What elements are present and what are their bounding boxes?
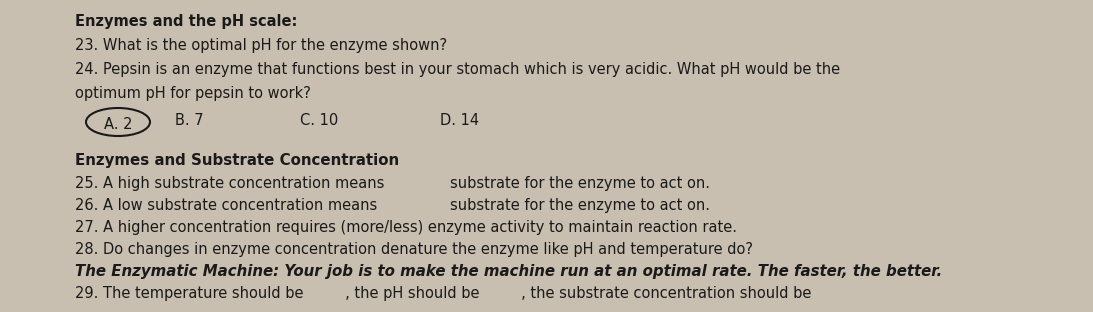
Text: 26. A low substrate concentration means: 26. A low substrate concentration means (75, 198, 377, 213)
Text: B. 7: B. 7 (175, 113, 203, 128)
Text: substrate for the enzyme to act on.: substrate for the enzyme to act on. (450, 176, 710, 191)
Text: Enzymes and Substrate Concentration: Enzymes and Substrate Concentration (75, 153, 399, 168)
Text: substrate for the enzyme to act on.: substrate for the enzyme to act on. (450, 198, 710, 213)
Text: 23. What is the optimal pH for the enzyme shown?: 23. What is the optimal pH for the enzym… (75, 38, 447, 53)
Text: C. 10: C. 10 (299, 113, 338, 128)
Text: The Enzymatic Machine: Your job is to make the machine run at an optimal rate. T: The Enzymatic Machine: Your job is to ma… (75, 264, 942, 279)
Text: Enzymes and the pH scale:: Enzymes and the pH scale: (75, 14, 297, 29)
Text: 27. A higher concentration requires (more/less) enzyme activity to maintain reac: 27. A higher concentration requires (mor… (75, 220, 737, 235)
Text: A. 2: A. 2 (104, 117, 132, 132)
Text: 25. A high substrate concentration means: 25. A high substrate concentration means (75, 176, 385, 191)
Text: D. 14: D. 14 (440, 113, 479, 128)
Text: optimum pH for pepsin to work?: optimum pH for pepsin to work? (75, 86, 310, 101)
Text: 24. Pepsin is an enzyme that functions best in your stomach which is very acidic: 24. Pepsin is an enzyme that functions b… (75, 62, 841, 77)
Text: 29. The temperature should be         , the pH should be         , the substrate: 29. The temperature should be , the pH s… (75, 286, 811, 301)
Text: 28. Do changes in enzyme concentration denature the enzyme like pH and temperatu: 28. Do changes in enzyme concentration d… (75, 242, 753, 257)
